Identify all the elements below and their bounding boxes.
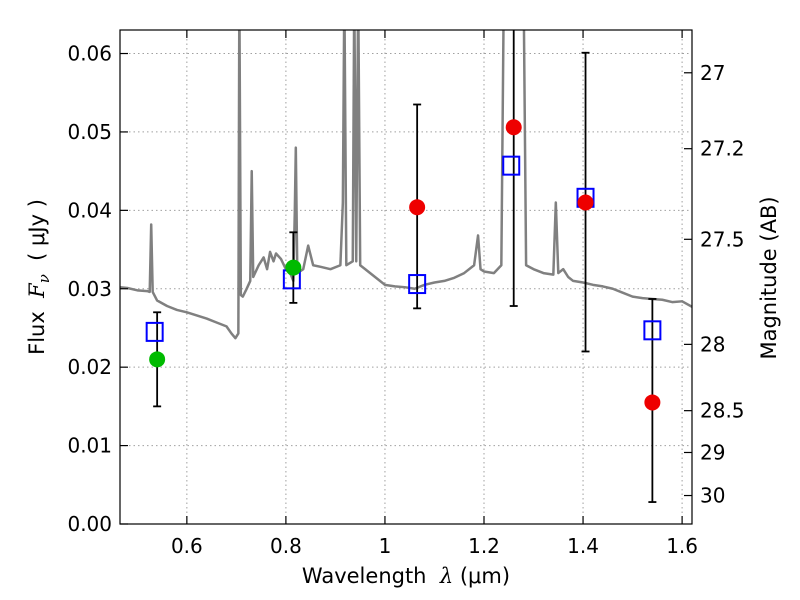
magnitude-tick-label: 27.5 [700, 227, 745, 251]
axis-ticks: 0.6 0.8 1 1.2 1.4 1.6 0.00 0.01 0.02 0.03 0.04 0.05… [67, 30, 745, 558]
model-band-point [502, 155, 521, 176]
y-tick-label: 0.05 [67, 120, 112, 144]
plot-area [120, 30, 692, 503]
x-tick-label: 1.6 [666, 534, 698, 558]
magnitude-tick-label: 28 [700, 332, 725, 356]
magnitude-tick-label: 27 [700, 61, 725, 85]
observed-point-green [285, 259, 302, 276]
y-tick-label: 0.06 [67, 42, 112, 66]
observed-point-red [577, 194, 594, 211]
y-tick-label: 0.00 [67, 512, 112, 536]
observed-point-red [409, 199, 426, 216]
x-tick-label: 1 [379, 534, 392, 558]
observed-point-red [644, 394, 661, 411]
model-band-point [643, 320, 662, 341]
magnitude-axis-label: Magnitude (AB) [757, 196, 781, 359]
x-tick-label: 0.6 [171, 534, 203, 558]
y-tick-label: 0.04 [67, 198, 112, 222]
magnitude-tick-label: 27.2 [700, 137, 745, 161]
y-axis-label: Flux Fν ( μJy ) [25, 199, 53, 355]
model-spectrum-line [120, 30, 692, 340]
grid [120, 30, 692, 524]
observed-point-green [149, 351, 166, 368]
observed-point-red [505, 119, 522, 136]
x-tick-label: 1.4 [567, 534, 599, 558]
y-tick-label: 0.01 [67, 434, 112, 458]
model-band-point [408, 274, 427, 295]
magnitude-tick-label: 28.5 [700, 399, 745, 423]
x-tick-label: 0.8 [270, 534, 302, 558]
magnitude-tick-label: 30 [700, 484, 725, 508]
y-tick-label: 0.03 [67, 277, 112, 301]
plot-frame [119, 29, 693, 525]
y-tick-label: 0.02 [67, 355, 112, 379]
x-axis-label: Wavelength λ (μm) [302, 564, 510, 588]
model-band-point [145, 321, 164, 342]
x-tick-label: 1.2 [468, 534, 500, 558]
errorbar [509, 30, 518, 307]
magnitude-tick-label: 29 [700, 440, 725, 464]
